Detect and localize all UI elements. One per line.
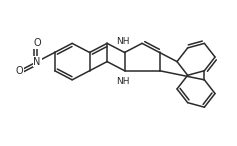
Text: NH: NH: [116, 37, 130, 46]
Text: O: O: [33, 38, 41, 48]
Text: N: N: [33, 57, 41, 67]
Text: NH: NH: [116, 77, 130, 86]
Text: O: O: [16, 66, 23, 76]
